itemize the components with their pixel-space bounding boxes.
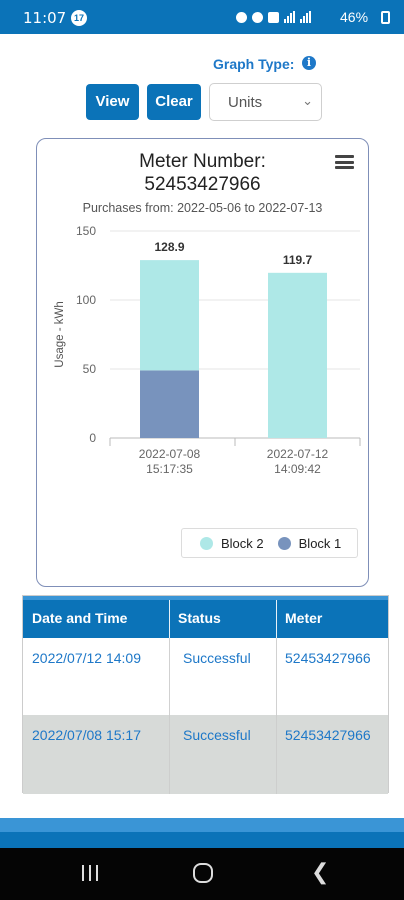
x-tick-label: 2022-07-08 bbox=[139, 447, 201, 461]
battery-percent: 46% bbox=[340, 9, 369, 25]
bar-total-label: 119.7 bbox=[283, 253, 313, 267]
y-axis-label: Usage - kWh bbox=[54, 301, 66, 367]
alarm-icon bbox=[236, 11, 247, 23]
cell-date-time: 2022/07/08 15:17 bbox=[32, 727, 141, 743]
chart-title-line1: Meter Number: bbox=[139, 151, 266, 172]
x-tick-label: 14:09:42 bbox=[274, 462, 321, 476]
bar-block-2 bbox=[140, 260, 199, 371]
x-tick-label: 15:17:35 bbox=[146, 462, 193, 476]
y-tick-label: 100 bbox=[76, 293, 96, 307]
cell-date-time: 2022/07/12 14:09 bbox=[32, 650, 141, 666]
legend-item-block-2[interactable]: Block 2 bbox=[200, 536, 264, 551]
table-row[interactable]: 2022/07/08 15:17 Successful 52453427966 bbox=[23, 715, 388, 794]
legend-swatch-block-1 bbox=[277, 536, 291, 550]
legend-label-block-1: Block 1 bbox=[298, 535, 342, 551]
back-icon[interactable]: ❮ bbox=[311, 860, 330, 885]
clear-button[interactable]: Clear bbox=[147, 84, 201, 120]
recent-apps-icon[interactable] bbox=[82, 865, 98, 881]
bar-block-1 bbox=[140, 370, 199, 438]
table-header: Date and Time Status Meter bbox=[23, 596, 388, 638]
header-status: Status bbox=[178, 610, 221, 626]
chart-title-line2: 52453427966 bbox=[144, 174, 261, 195]
cell-status: Successful bbox=[183, 650, 251, 666]
graph-type-label: Graph Type: bbox=[213, 56, 295, 72]
chart-subtitle: Purchases from: 2022-05-06 to 2022-07-13 bbox=[82, 201, 323, 215]
signal-icon-2 bbox=[300, 11, 311, 23]
chart-legend: Block 2 Block 1 bbox=[181, 528, 358, 558]
status-icons bbox=[236, 10, 311, 24]
bar-block-2 bbox=[268, 272, 327, 438]
status-time: 11:07 bbox=[23, 9, 67, 27]
cell-status: Successful bbox=[183, 727, 251, 743]
table-row[interactable]: 2022/07/12 14:09 Successful 52453427966 bbox=[23, 638, 388, 715]
legend-label-block-2: Block 2 bbox=[221, 535, 264, 551]
chart-title: Meter Number: 52453427966 bbox=[37, 150, 368, 196]
y-tick-label: 0 bbox=[89, 431, 96, 445]
cell-meter: 52453427966 bbox=[285, 727, 371, 743]
legend-item-block-1[interactable]: Block 1 bbox=[277, 535, 342, 551]
notification-badge: 17 bbox=[71, 10, 87, 26]
column-divider bbox=[169, 638, 170, 794]
y-tick-label: 150 bbox=[76, 224, 96, 238]
purchases-table: Date and Time Status Meter 2022/07/12 14… bbox=[22, 595, 389, 794]
units-select[interactable]: Units ⌄ bbox=[209, 83, 322, 121]
battery-icon bbox=[381, 11, 390, 24]
column-divider bbox=[276, 638, 277, 794]
footer-strip bbox=[0, 818, 404, 832]
cell-meter: 52453427966 bbox=[285, 650, 371, 666]
legend-swatch-block-2 bbox=[200, 536, 213, 550]
units-select-value: Units bbox=[228, 94, 263, 111]
header-divider bbox=[276, 600, 277, 638]
header-divider bbox=[169, 600, 170, 638]
home-icon[interactable] bbox=[193, 863, 213, 883]
y-tick-label: 50 bbox=[83, 362, 97, 376]
location-icon bbox=[252, 11, 263, 23]
signal-icon bbox=[284, 11, 295, 23]
wifi-icon bbox=[268, 11, 279, 23]
bar-total-label: 128.9 bbox=[154, 240, 184, 254]
status-bar: 11:07 17 46% bbox=[0, 0, 404, 34]
chart-card: Meter Number: 52453427966 Purchases from… bbox=[36, 138, 369, 587]
header-meter: Meter bbox=[285, 610, 323, 626]
info-icon[interactable]: i bbox=[302, 56, 316, 70]
footer-bar bbox=[0, 832, 404, 848]
chart-plot: 0 50 100 150 Usage - kWh 128.9 2022-07-0815:17… bbox=[54, 224, 361, 476]
x-tick-label: 2022-07-12 bbox=[267, 447, 329, 461]
header-date-time: Date and Time bbox=[32, 610, 128, 626]
view-button[interactable]: View bbox=[86, 84, 139, 120]
hamburger-menu-icon[interactable] bbox=[335, 155, 354, 169]
android-nav-bar: ❮ bbox=[0, 848, 404, 900]
chevron-down-icon: ⌄ bbox=[302, 93, 313, 108]
